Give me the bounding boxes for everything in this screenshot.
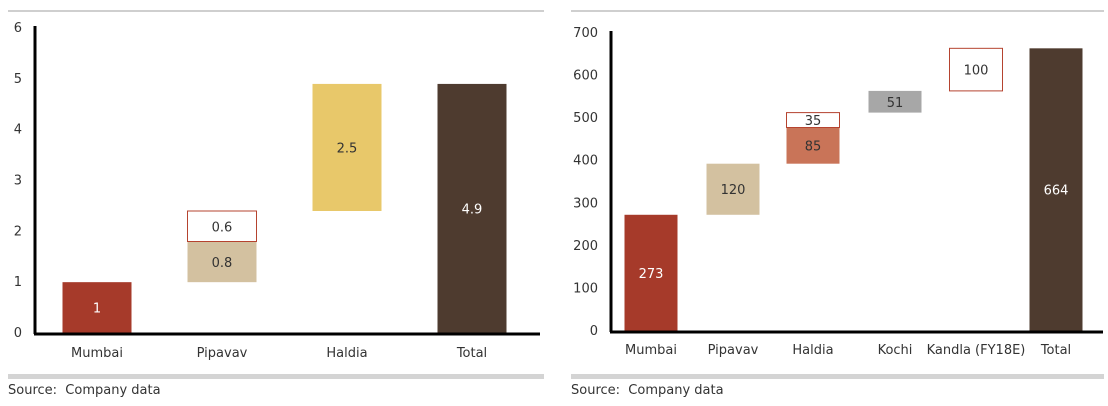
bar-pipavav — [706, 163, 760, 215]
x-category-label: Haldia — [326, 346, 367, 361]
y-tick-label: 4 — [14, 123, 22, 138]
y-tick-label: 500 — [573, 111, 598, 126]
data-label: 0.6 — [212, 220, 233, 235]
x-category-label: Haldia — [792, 343, 833, 358]
y-tick-label: 400 — [573, 154, 598, 169]
data-label: 120 — [721, 183, 746, 198]
bar-mumbai — [62, 282, 132, 333]
y-tick-label: 2 — [14, 224, 22, 239]
source-note: Source: Company data — [571, 383, 724, 398]
right-chart-panel: 0 100 200 300 400 500 600 700 273 120 85 35 51 100 664… — [563, 0, 1108, 406]
data-label: 35 — [805, 114, 822, 129]
bar-total — [437, 83, 507, 334]
data-label: 664 — [1044, 184, 1069, 199]
bar-pipavav — [187, 241, 257, 283]
data-label: 100 — [964, 64, 989, 79]
bottom-rule — [571, 374, 1104, 379]
top-rule — [571, 10, 1104, 12]
x-category-label: Total — [456, 346, 487, 361]
outline-bar-haldia — [786, 112, 840, 129]
x-category-label: Kochi — [878, 343, 913, 358]
x-category-label: Total — [1040, 343, 1071, 358]
y-tick-label: 600 — [573, 69, 598, 84]
outline-bar-pipavav — [187, 210, 257, 242]
bar-haldia — [786, 127, 840, 164]
left-waterfall-chart: 0 1 2 3 4 5 6 1 0.8 0.6 2.5 4.9 Mumbai Pipavav Haldia T… — [14, 21, 540, 361]
bar-total — [1029, 48, 1083, 331]
data-label: 51 — [887, 96, 904, 111]
y-tick-label: 200 — [573, 239, 598, 254]
data-label: 273 — [639, 267, 664, 282]
y-tick-label: 300 — [573, 196, 598, 211]
y-tick-label: 0 — [14, 326, 22, 341]
y-tick-label: 0 — [590, 324, 598, 339]
bar-mumbai — [624, 214, 678, 331]
bottom-rule — [8, 374, 544, 379]
data-label: 85 — [805, 140, 822, 155]
outline-bar-kandla-fy18e — [949, 47, 1003, 92]
bar-kochi — [868, 90, 922, 113]
bar-haldia — [312, 83, 382, 211]
data-label: 4.9 — [462, 202, 483, 217]
y-tick-label: 100 — [573, 281, 598, 296]
y-tick-label: 3 — [14, 174, 22, 189]
x-category-label: Mumbai — [625, 343, 677, 358]
x-category-label: Mumbai — [71, 346, 123, 361]
x-category-label: Kandla (FY18E) — [927, 343, 1026, 358]
y-tick-label: 700 — [573, 26, 598, 41]
x-category-label: Pipavav — [197, 346, 248, 361]
right-waterfall-chart: 0 100 200 300 400 500 600 700 273 120 85 35 51 100 664… — [573, 26, 1103, 358]
top-rule — [8, 10, 544, 12]
y-tick-label: 6 — [14, 21, 22, 36]
data-label: 2.5 — [337, 141, 358, 156]
x-category-label: Pipavav — [708, 343, 759, 358]
source-note: Source: Company data — [8, 383, 161, 398]
data-label: 1 — [93, 302, 101, 317]
left-chart-panel: 0 1 2 3 4 5 6 1 0.8 0.6 2.5 4.9 Mumbai Pipavav Haldia T… — [0, 0, 548, 406]
y-tick-label: 1 — [14, 275, 22, 290]
data-label: 0.8 — [212, 256, 233, 271]
y-tick-label: 5 — [14, 72, 22, 87]
